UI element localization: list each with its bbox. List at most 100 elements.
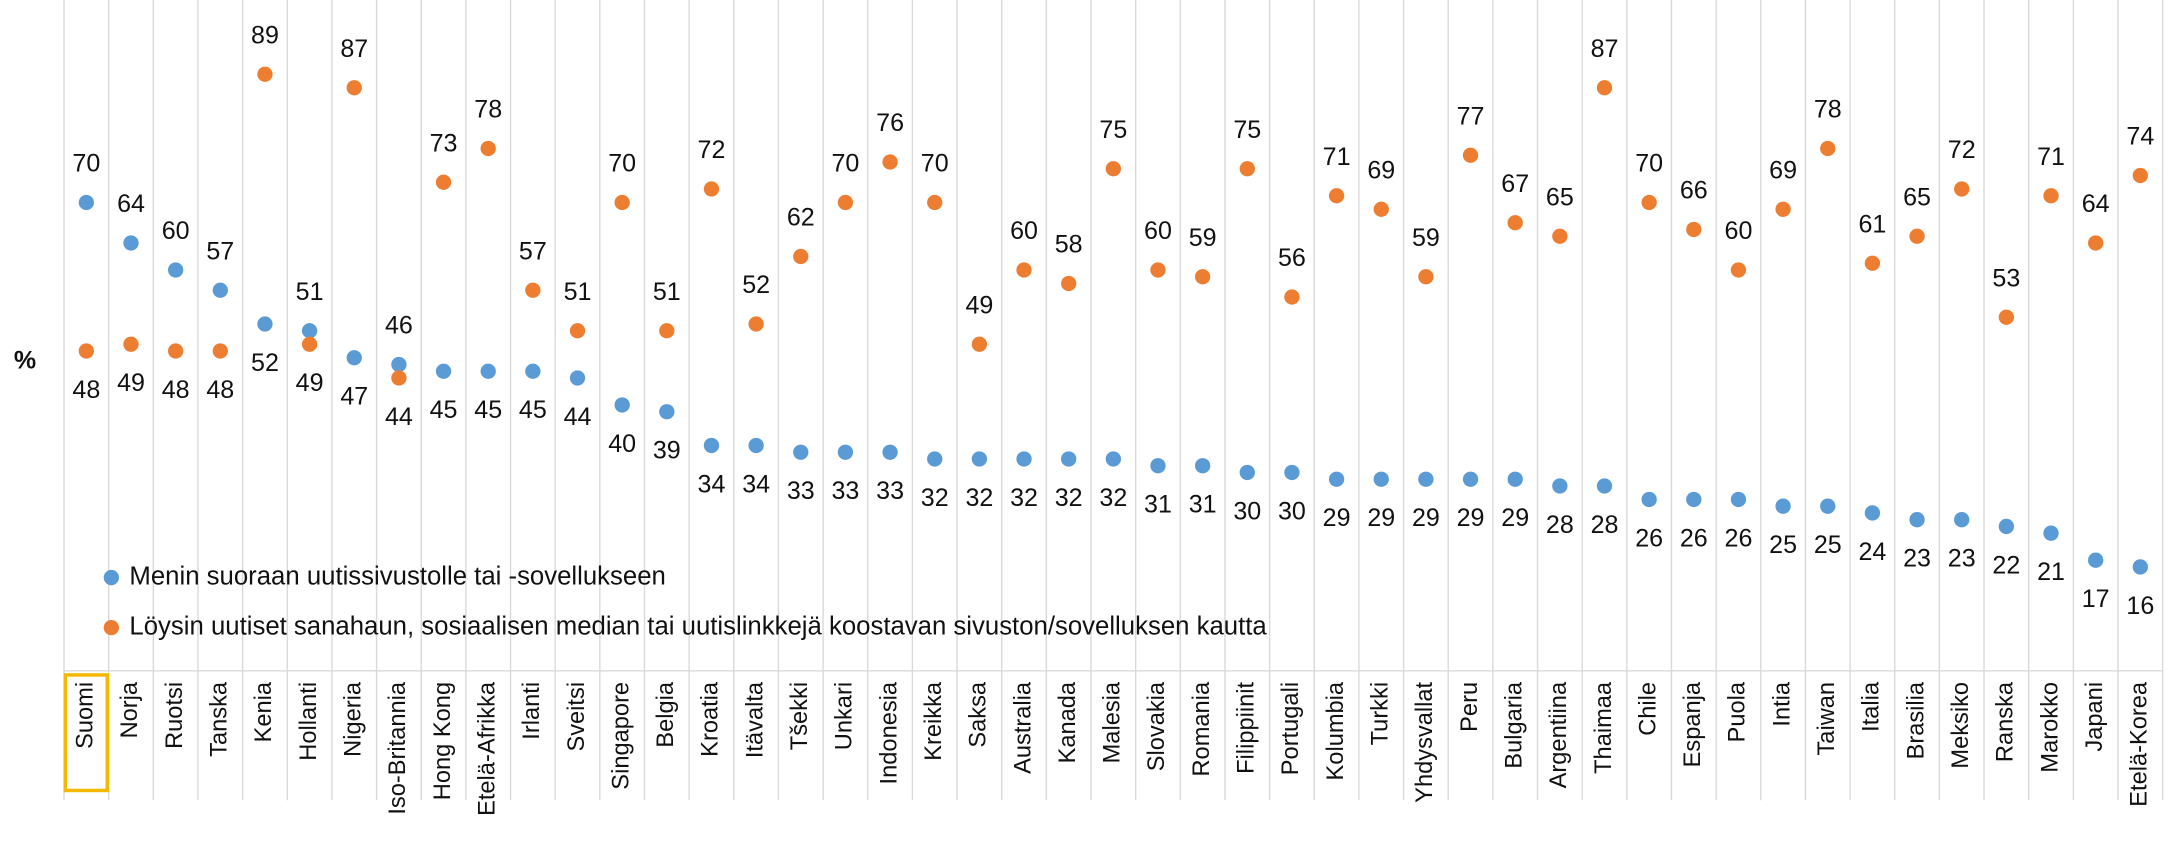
data-label: 78: [474, 96, 502, 124]
data-label: 47: [340, 383, 368, 411]
x-tick-label: Espanja: [1680, 681, 1706, 767]
data-label: 57: [206, 237, 234, 265]
dot: [1686, 491, 1702, 508]
data-label: 45: [430, 396, 458, 424]
dot: [1418, 269, 1434, 285]
dot: [1284, 464, 1300, 481]
data-label: 52: [742, 271, 770, 299]
x-tick-label: Hong Kong: [430, 682, 456, 800]
data-label: 64: [2082, 190, 2110, 218]
data-label: 49: [296, 369, 324, 397]
x-tick-label: Slovakia: [1144, 681, 1170, 771]
data-label: 25: [1769, 531, 1797, 559]
data-label: 70: [832, 150, 860, 178]
data-label: 48: [162, 376, 190, 404]
dot: [1284, 289, 1300, 305]
data-label: 70: [1635, 150, 1663, 178]
data-label: 87: [1591, 35, 1619, 63]
dot: [837, 194, 854, 211]
dot: [2043, 188, 2059, 204]
data-label: 34: [698, 470, 726, 498]
x-tick-label: Kroatia: [698, 681, 724, 757]
x-tick-label: Nigeria: [341, 681, 367, 757]
dot: [1730, 491, 1747, 508]
x-tick-label: Yhdysvallat: [1412, 681, 1438, 802]
data-label: 69: [1769, 156, 1797, 184]
data-label: 26: [1635, 524, 1663, 552]
x-tick-label: Intia: [1769, 681, 1795, 727]
legend-label: Menin suoraan uutissivustolle tai -sovel…: [129, 562, 665, 590]
x-tick-label: Sveitsi: [564, 682, 590, 752]
x-tick-label: Saksa: [966, 681, 992, 748]
x-tick-label: Singapore: [608, 682, 634, 790]
data-label: 71: [1323, 143, 1351, 171]
data-label: 33: [876, 477, 904, 505]
dot: [435, 174, 452, 190]
dot: [1775, 498, 1791, 514]
dot: [1909, 228, 1925, 244]
data-label: 70: [921, 150, 949, 178]
data-label: 29: [1501, 504, 1529, 532]
dot: [1641, 491, 1657, 508]
data-label: 39: [653, 437, 681, 465]
dot: [1596, 80, 1613, 96]
data-label: 29: [1412, 504, 1440, 532]
data-label: 32: [1010, 484, 1038, 512]
dot: [2132, 559, 2148, 575]
dot: [882, 154, 898, 170]
dot: [1061, 275, 1077, 292]
dot: [748, 316, 764, 332]
dot: [748, 437, 764, 454]
dot: [257, 66, 273, 82]
data-label: 72: [698, 136, 726, 164]
dot: [1373, 471, 1389, 487]
dot: [659, 404, 675, 420]
x-tick-label: Kanada: [1055, 681, 1081, 763]
data-label: 28: [1546, 511, 1574, 539]
data-label: 44: [385, 403, 413, 431]
data-label: 29: [1457, 504, 1485, 532]
dot: [1552, 478, 1568, 494]
dot: [1775, 201, 1791, 217]
data-label: 26: [1725, 524, 1753, 552]
dot: [525, 363, 541, 379]
dot: [793, 444, 809, 460]
dot: [569, 323, 586, 339]
dot: [346, 80, 362, 96]
data-label: 33: [832, 477, 860, 505]
x-tick-label: Unkari: [832, 682, 858, 750]
data-label: 72: [1948, 136, 1976, 164]
x-tick-label: Hollanti: [296, 682, 322, 761]
dot: [1998, 309, 2015, 325]
data-label: 25: [1814, 531, 1842, 559]
dot: [882, 444, 898, 460]
dot: [212, 343, 228, 359]
dot: [1194, 269, 1211, 285]
x-tick-label: Norja: [117, 681, 143, 738]
x-tick-label: Australia: [1010, 681, 1036, 774]
data-label: 22: [1992, 551, 2020, 579]
dot: [1462, 147, 1479, 163]
legend-label: Löysin uutiset sanahaun, sosiaalisen med…: [129, 612, 1267, 640]
dot: [1954, 181, 1970, 197]
data-label: 76: [876, 109, 904, 137]
x-tick-label: Chile: [1635, 682, 1661, 736]
x-tick-label: Tšekki: [787, 682, 813, 750]
data-label: 52: [251, 349, 279, 377]
data-label: 40: [608, 430, 636, 458]
dot: [1686, 221, 1702, 238]
x-tick-label: Ranska: [1993, 681, 2019, 762]
dot: [257, 316, 273, 332]
dot: [1239, 464, 1255, 481]
data-label: 70: [608, 150, 636, 178]
x-tick-label: Ruotsi: [162, 682, 188, 749]
dot: [123, 336, 139, 352]
data-label: 49: [117, 369, 145, 397]
data-label: 32: [921, 484, 949, 512]
dot: [1105, 451, 1121, 467]
data-label: 78: [1814, 96, 1842, 124]
dot: [703, 437, 720, 454]
data-label: 51: [296, 278, 324, 306]
x-tick-label: Kolumbia: [1323, 681, 1349, 780]
x-tick-label: Marokko: [2037, 682, 2063, 773]
